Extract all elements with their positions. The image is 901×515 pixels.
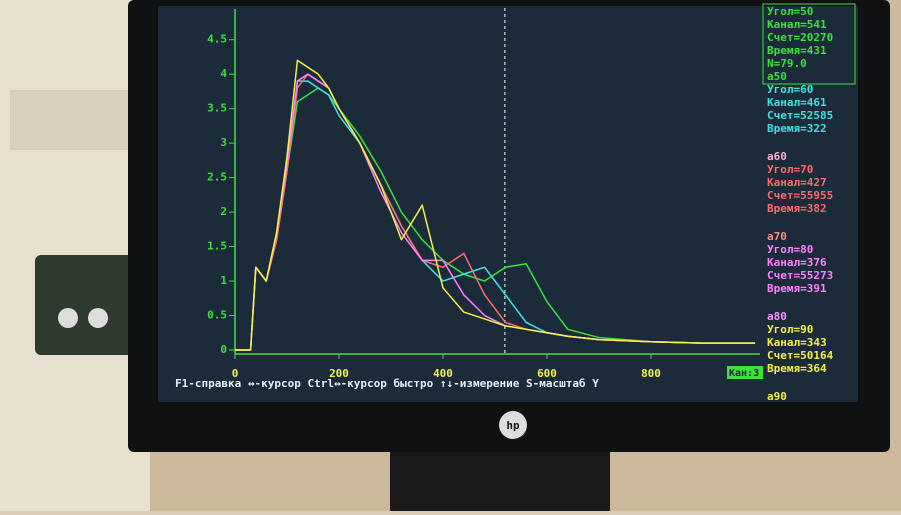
y-tick-label: 0 <box>220 343 227 356</box>
readout-line: a90 <box>767 390 787 403</box>
readout-line: Счет=52585 <box>767 109 833 122</box>
readout-line: Время=364 <box>767 362 827 375</box>
readout-line: a60 <box>767 150 787 163</box>
series-line <box>235 59 755 351</box>
readout-line: Счет=55955 <box>767 189 833 202</box>
readout-line: Счет=55273 <box>767 269 833 282</box>
y-tick-label: 4 <box>220 67 227 80</box>
button <box>88 308 108 328</box>
readout-line: a70 <box>767 230 787 243</box>
readout-line: Канал=343 <box>767 336 827 349</box>
readout-line: Время=391 <box>767 282 827 295</box>
readout-line: Угол=60 <box>767 83 813 96</box>
x-tick-label: 200 <box>329 367 349 380</box>
logo <box>499 411 527 439</box>
readout-line: Угол=90 <box>767 323 813 336</box>
readout-line: Канал=376 <box>767 256 827 269</box>
readout-line: Угол=50 <box>767 5 813 18</box>
y-tick-label: 0.5 <box>207 309 227 322</box>
readout-line: Счет=20270 <box>767 31 833 44</box>
y-tick-label: 2 <box>220 205 227 218</box>
readout-line: Счет=50164 <box>767 349 834 362</box>
readout-line: a50 <box>767 70 787 83</box>
front-panel <box>35 255 135 355</box>
readout-line: Угол=80 <box>767 243 813 256</box>
readout-line: Канал=541 <box>767 18 827 31</box>
y-tick-label: 3.5 <box>207 102 227 115</box>
readout-line: a80 <box>767 310 787 323</box>
y-tick-label: 2.5 <box>207 171 227 184</box>
status-bar: F1-справка ↔-курсор Ctrl↔-курсор быстро … <box>175 377 599 390</box>
readout-line: Время=382 <box>767 202 827 215</box>
y-tick-label: 4.5 <box>207 33 227 46</box>
channel-box-bg <box>727 366 763 379</box>
y-tick-label: 3 <box>220 136 227 149</box>
button <box>58 308 78 328</box>
channel-box: Кан:3 <box>729 368 759 379</box>
readout-line: Канал=427 <box>767 176 827 189</box>
readout-line: Время=431 <box>767 44 827 57</box>
x-tick-label: 0 <box>232 367 239 380</box>
x-tick-label: 600 <box>537 367 557 380</box>
readout-line: Канал=461 <box>767 96 827 109</box>
y-tick-label: 1.5 <box>207 240 227 253</box>
drive-bay <box>10 90 130 150</box>
readout-box <box>762 3 856 85</box>
x-tick-label: 400 <box>433 367 453 380</box>
readout-line: Время=322 <box>767 122 827 135</box>
screen <box>158 6 858 402</box>
readout-line: Угол=70 <box>767 163 813 176</box>
logo-text: hp <box>506 419 520 432</box>
x-tick-label: 800 <box>641 367 661 380</box>
readout-line: N=79.0 <box>767 57 807 70</box>
y-tick-label: 1 <box>220 274 227 287</box>
